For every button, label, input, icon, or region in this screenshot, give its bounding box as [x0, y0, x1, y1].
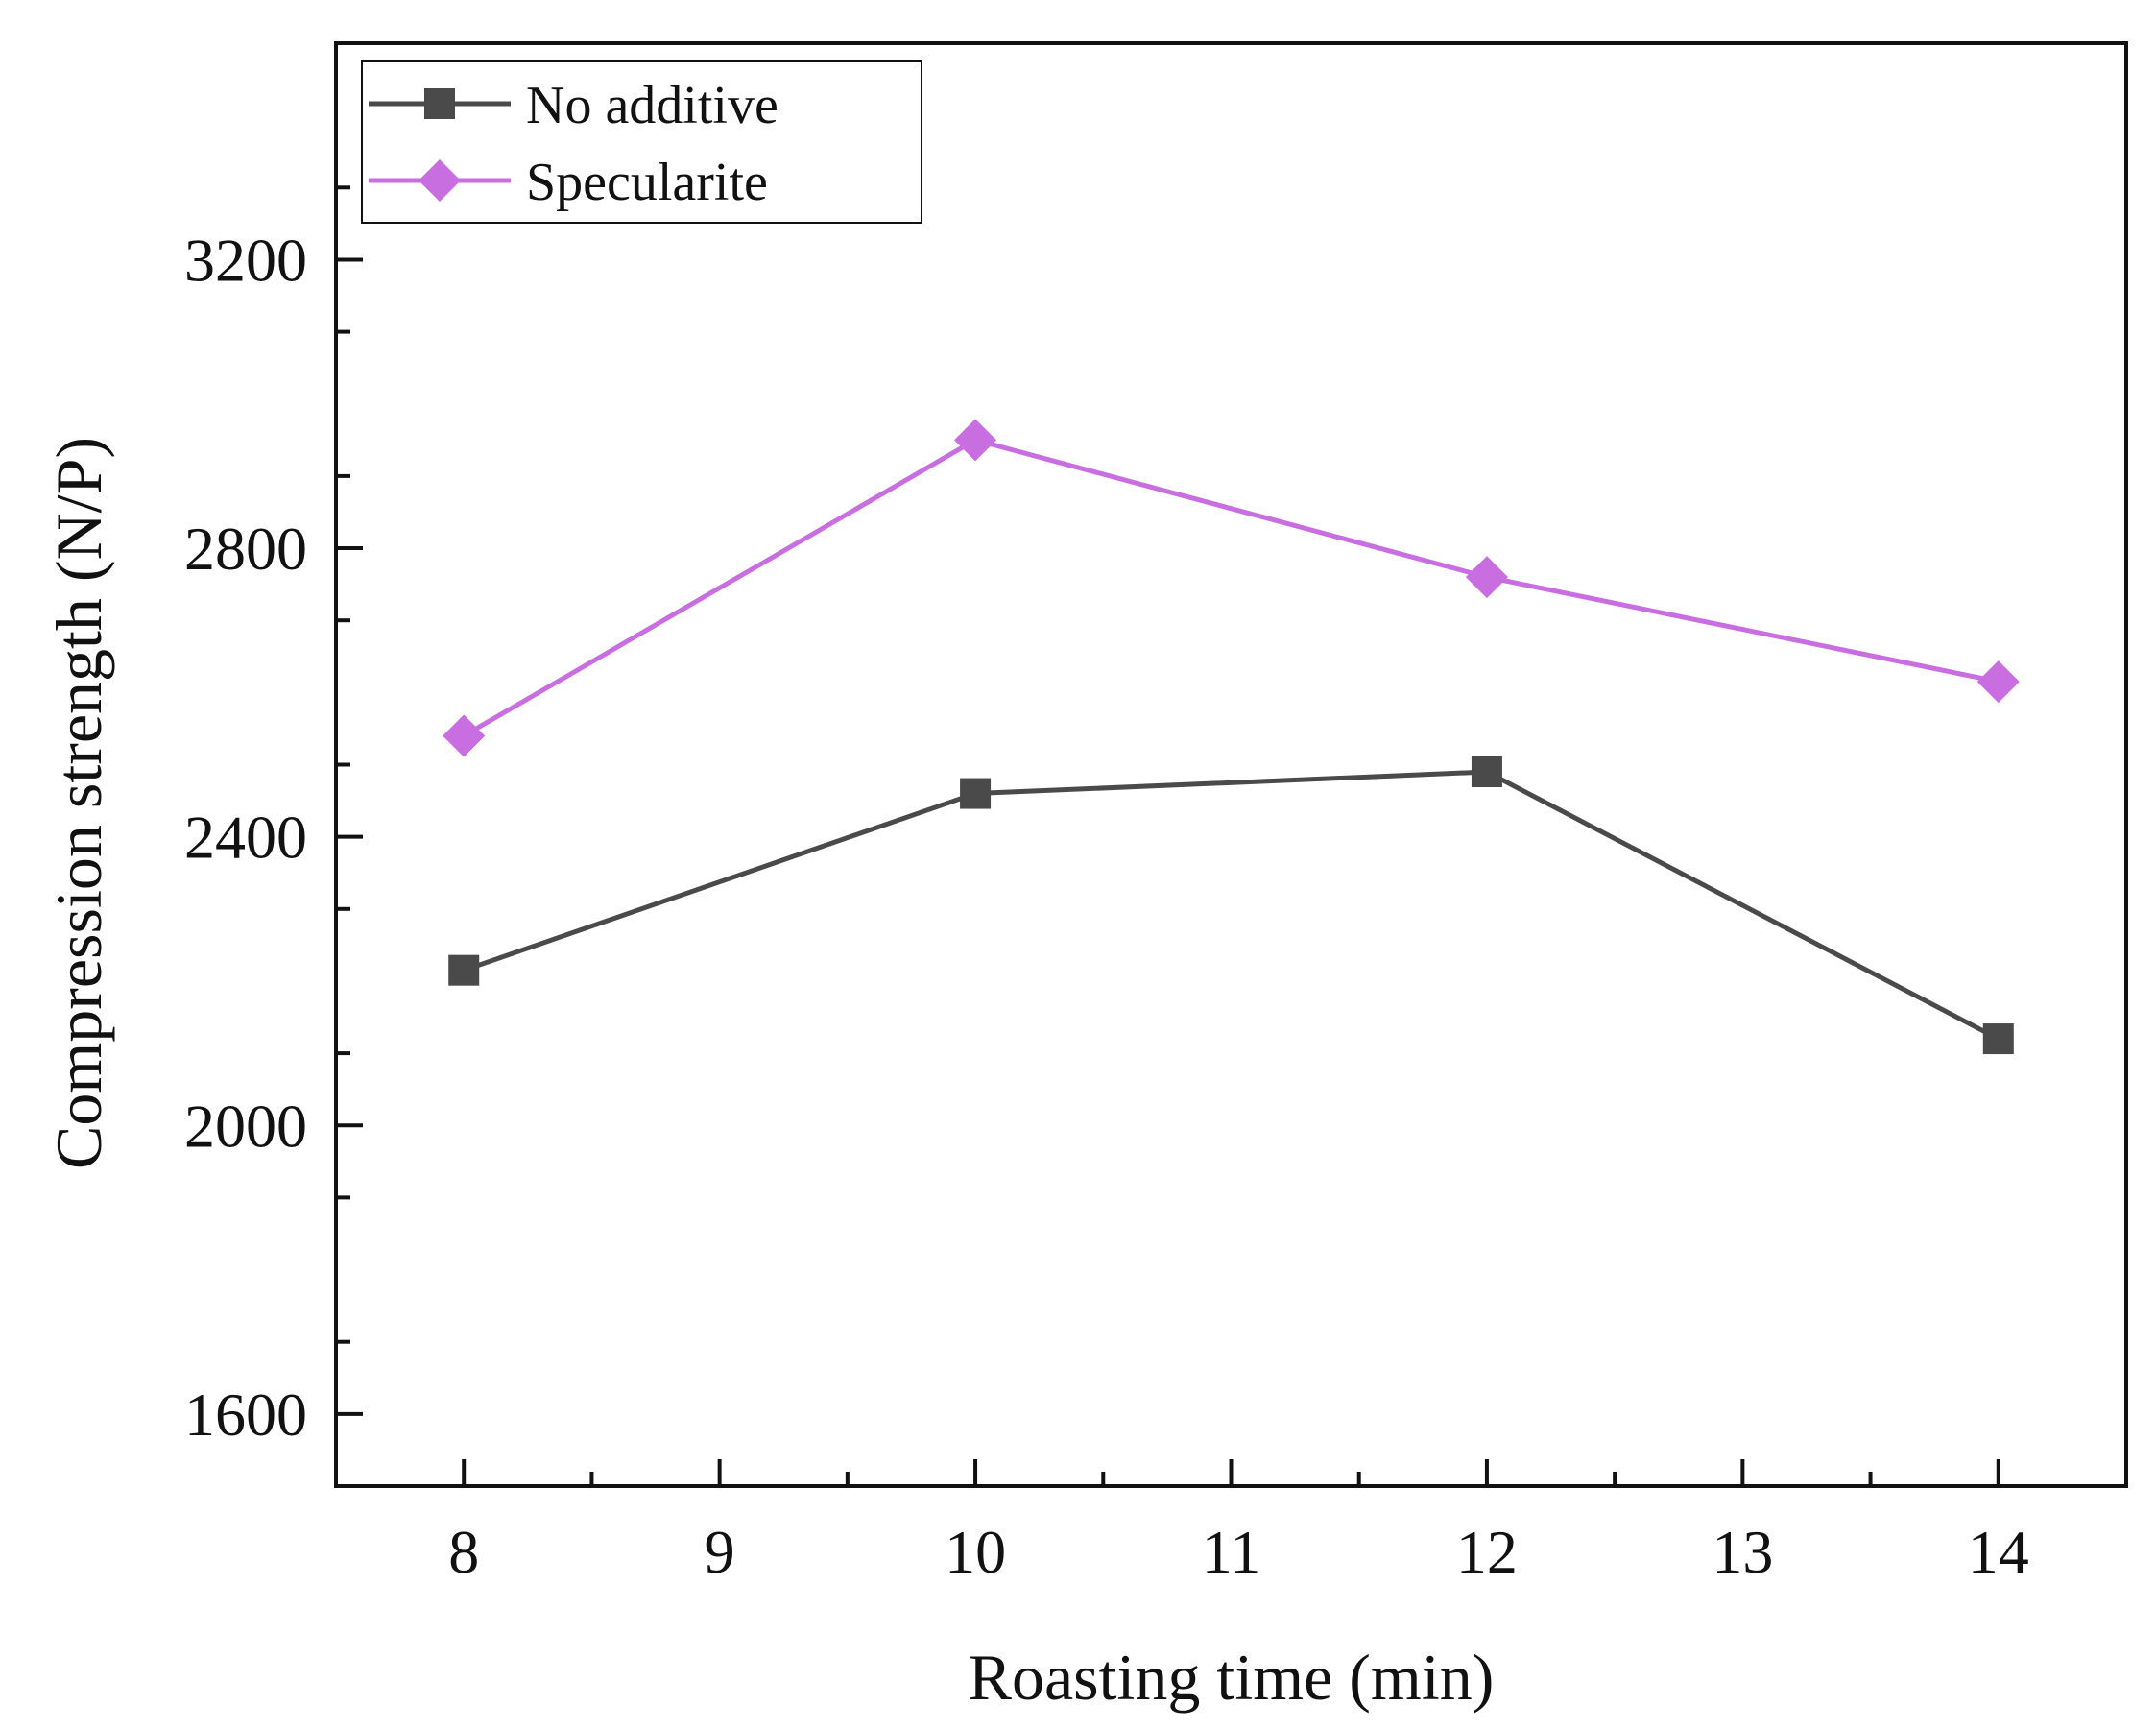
y-tick-label: 2800: [184, 515, 307, 583]
legend-label: No additive: [526, 76, 779, 135]
x-axis: 8 9 10 11 12 13 14: [448, 1459, 2029, 1586]
x-tick-label: 11: [1202, 1518, 1261, 1586]
x-tick-label: 10: [945, 1518, 1006, 1586]
data-point: [960, 778, 992, 809]
data-point: [1982, 1023, 2014, 1055]
data-point: [1976, 660, 2020, 704]
y-tick-label: 2400: [184, 804, 307, 872]
plot-content: [443, 419, 2020, 1055]
plot-frame: [334, 41, 2128, 1488]
y-axis: 1600 2000 2400 2800 3200: [184, 185, 363, 1449]
legend-marker: [419, 159, 461, 202]
data-point: [448, 954, 480, 986]
series-line: [462, 437, 2000, 738]
data-point: [1471, 756, 1502, 788]
y-axis-title: Compression strength (N/P): [42, 437, 115, 1169]
y-tick-label: 3200: [184, 226, 307, 294]
legend-box: [361, 60, 922, 224]
series-line: [463, 769, 2000, 1042]
x-tick-label: 13: [1712, 1518, 1773, 1586]
x-tick-label: 9: [705, 1518, 735, 1586]
x-tick-label: 8: [448, 1518, 479, 1586]
data-point: [1465, 556, 1508, 599]
x-axis-title: Roasting time (min): [969, 1641, 1495, 1714]
legend: No additive Specularite: [361, 60, 922, 224]
x-tick-label: 14: [1968, 1518, 2029, 1586]
y-tick-label: 2000: [184, 1092, 307, 1160]
legend-label: Specularite: [526, 153, 768, 212]
legend-marker: [424, 88, 455, 119]
x-tick-label: 12: [1456, 1518, 1518, 1586]
data-point: [443, 714, 486, 757]
data-point: [954, 419, 997, 462]
y-tick-label: 1600: [184, 1381, 307, 1449]
